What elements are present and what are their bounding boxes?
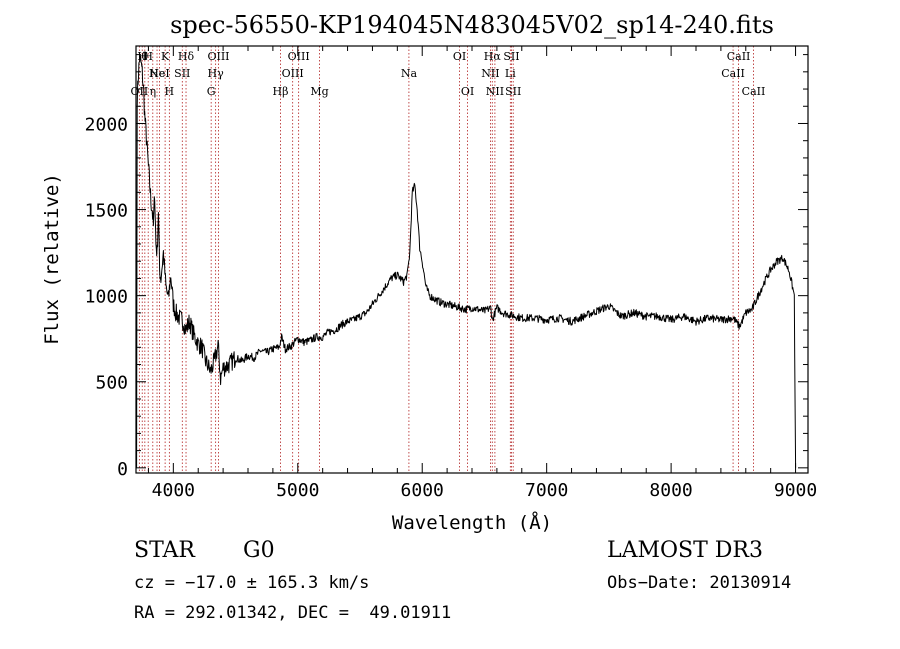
x-tick-label-4000: 4000	[152, 480, 195, 501]
line-label-7: K	[161, 50, 170, 63]
x-tick-label-9000: 9000	[774, 480, 817, 501]
line-label-1: H	[137, 50, 147, 63]
line-label-12: Hγ	[208, 67, 225, 80]
line-label-28: CaII	[727, 50, 751, 63]
redshift-readout: cz = −17.0 ± 165.3 km/s	[134, 573, 370, 593]
plot-frame	[135, 45, 809, 474]
x-tick-label-8000: 8000	[649, 480, 692, 501]
line-label-22: Hα	[484, 50, 502, 63]
line-label-11: G	[207, 85, 216, 98]
line-label-18: Na	[401, 67, 418, 80]
line-label-15: OIII	[282, 67, 304, 80]
line-label-8: H	[165, 85, 175, 98]
y-tick-label-0: 0	[117, 459, 128, 480]
line-labels: OIIHθHηNeHeIKHSIIHδGHγOIIIHβOIIIOIIIMgNa…	[131, 50, 766, 98]
x-tick-label-6000: 6000	[401, 480, 444, 501]
y-axis-label: Flux (relative)	[41, 173, 63, 345]
line-label-19: OI	[453, 50, 466, 63]
line-label-20: OI	[461, 85, 474, 98]
line-label-0: OII	[131, 85, 149, 98]
line-label-29: CaII	[742, 85, 766, 98]
line-label-6: HeI	[149, 67, 169, 80]
line-label-3: H	[143, 50, 153, 63]
line-label-2: θ	[142, 50, 149, 63]
star-subclass-label: G0	[243, 538, 275, 563]
line-label-16: OIII	[288, 50, 310, 63]
emission-line-markers	[138, 46, 754, 473]
star-class-label: STAR	[134, 538, 195, 563]
observation-date: Obs−Date: 20130914	[607, 573, 792, 593]
line-label-4: η	[150, 85, 157, 98]
line-label-17: Mg	[310, 85, 328, 98]
line-label-9: SII	[174, 67, 190, 80]
line-label-14: Hβ	[273, 85, 289, 98]
line-label-23: NII	[486, 85, 504, 98]
y-tick-label-500: 500	[95, 373, 128, 394]
y-tick-label-1500: 1500	[85, 201, 128, 222]
line-label-25: SII	[503, 50, 519, 63]
line-label-26: SII	[505, 85, 521, 98]
line-label-13: OIII	[207, 50, 229, 63]
x-tick-label-5000: 5000	[276, 480, 319, 501]
x-axis-label: Wavelength (Å)	[392, 511, 552, 534]
spectrum-series	[136, 54, 797, 469]
x-tick-label-7000: 7000	[525, 480, 568, 501]
line-label-21: NII	[481, 67, 499, 80]
line-label-10: Hδ	[178, 50, 195, 63]
chart-title: spec-56550-KP194045N483045V02_sp14-240.f…	[170, 11, 774, 39]
survey-label: LAMOST DR3	[607, 538, 763, 563]
coordinates-readout: RA = 292.01342, DEC = 49.01911	[134, 603, 452, 623]
spectrum-line	[136, 54, 797, 469]
line-label-5: Ne	[149, 67, 165, 80]
y-tick-label-2000: 2000	[85, 114, 128, 135]
axis-ticks: 4000 5000 6000 7000 8000 9000 0 500 1000 1500 2000	[85, 46, 817, 501]
line-label-27: CaII	[721, 67, 745, 80]
line-label-24: Li	[505, 67, 516, 80]
y-tick-label-1000: 1000	[85, 287, 128, 308]
